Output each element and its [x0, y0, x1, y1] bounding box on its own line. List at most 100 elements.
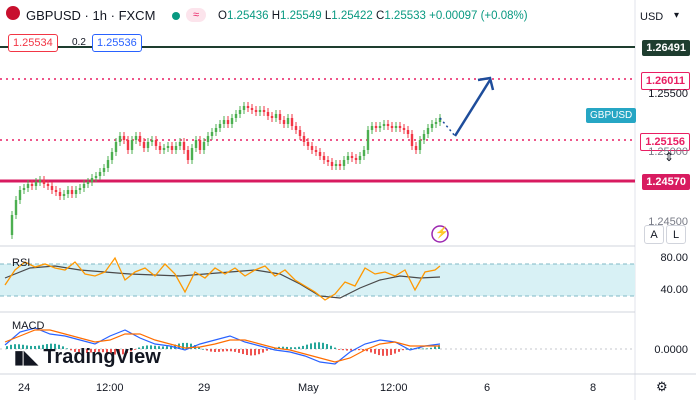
- macd-histogram-bar: [62, 346, 64, 349]
- rsi-label[interactable]: RSI: [12, 257, 31, 269]
- rsi-ma-line: [4, 265, 441, 299]
- macd-histogram-bar: [58, 344, 60, 349]
- candle-body: [258, 110, 262, 112]
- projection-arrowhead: [477, 76, 495, 91]
- log-scale-button[interactable]: L: [666, 225, 686, 244]
- candle-body: [210, 132, 214, 136]
- buy-price-button[interactable]: 1.25536: [92, 34, 142, 52]
- macd-histogram-bar: [362, 349, 364, 351]
- macd-histogram-bar: [370, 349, 372, 353]
- rsi-line: [4, 256, 441, 301]
- candle-body: [302, 136, 306, 142]
- candle-body: [306, 142, 310, 146]
- auto-scale-button[interactable]: A: [644, 225, 664, 244]
- macd-signal-line: [4, 329, 440, 363]
- macd-histogram-bar: [418, 348, 420, 350]
- candle-body: [242, 106, 246, 110]
- resistance-price-tag: 1.26491: [642, 40, 690, 56]
- candle-body: [190, 148, 194, 160]
- macd-histogram-bar: [70, 349, 72, 351]
- candle-body: [422, 134, 426, 140]
- time-label: 12:00: [380, 382, 408, 394]
- candle-body: [322, 156, 326, 160]
- macd-histogram-bar: [186, 342, 188, 349]
- candle-body: [94, 176, 98, 178]
- approx-icon[interactable]: ≈: [186, 8, 206, 22]
- candle-body: [386, 124, 390, 126]
- price-tick-1: 1.25500: [648, 88, 688, 100]
- candle-body: [98, 172, 102, 176]
- macd-histogram-bar: [202, 348, 204, 350]
- macd-histogram-bar: [390, 349, 392, 355]
- candle-body: [38, 180, 42, 182]
- macd-histogram-bar: [346, 349, 348, 351]
- macd-histogram-bar: [18, 344, 20, 349]
- macd-histogram-bar: [262, 349, 264, 353]
- macd-histogram-bar: [430, 347, 432, 349]
- time-label: 29: [198, 382, 211, 394]
- time-label: 6: [484, 382, 491, 394]
- projection-dotted-path: [439, 117, 456, 137]
- settings-gear-icon[interactable]: ⚙: [656, 379, 668, 394]
- candle-body: [146, 142, 150, 148]
- candle-body: [170, 146, 174, 150]
- rsi-lower-value: 40.00: [660, 284, 688, 296]
- candle-body: [366, 130, 370, 150]
- macd-label[interactable]: MACD: [12, 320, 45, 332]
- candle-body: [106, 160, 110, 168]
- macd-histogram-bar: [234, 349, 236, 352]
- candle-body: [14, 200, 18, 215]
- projection-arrow-line: [453, 79, 492, 137]
- macd-histogram-bar: [74, 349, 76, 352]
- macd-histogram-bar: [86, 349, 88, 354]
- symbol-price-badge: GBPUSD: [586, 108, 637, 123]
- candle-body: [394, 126, 398, 128]
- candle-body: [130, 140, 134, 150]
- candle-body: [382, 124, 386, 126]
- macd-histogram-bar: [118, 349, 120, 355]
- candle-body: [314, 150, 318, 152]
- macd-histogram-bar: [342, 349, 344, 351]
- symbol-title[interactable]: GBPUSD · 1h · FXCM: [26, 8, 156, 23]
- candle-body: [178, 142, 182, 146]
- currency-label: USD: [640, 11, 664, 23]
- candle-body: [182, 142, 186, 150]
- macd-histogram-bar: [22, 344, 24, 349]
- macd-histogram-bar: [310, 343, 312, 349]
- candle-body: [270, 116, 274, 118]
- macd-histogram-bar: [314, 342, 316, 349]
- macd-histogram-bar: [278, 346, 280, 349]
- candle-body: [114, 142, 118, 152]
- macd-histogram-bar: [190, 343, 192, 349]
- macd-histogram-bar: [254, 349, 256, 356]
- sell-price-button[interactable]: 1.25534: [8, 34, 58, 52]
- macd-histogram-bar: [134, 349, 136, 350]
- lightning-icon[interactable]: ⚡: [435, 227, 449, 239]
- candle-body: [318, 152, 322, 156]
- tradingview-logo[interactable]: ▮◣ TradingView: [14, 346, 161, 368]
- candle-body: [338, 164, 342, 166]
- macd-histogram-bar: [374, 349, 376, 354]
- candle-body: [298, 130, 302, 136]
- candle-body: [278, 114, 282, 120]
- macd-histogram-bar: [334, 347, 336, 349]
- macd-histogram-bar: [378, 349, 380, 356]
- macd-histogram-bar: [406, 348, 408, 350]
- macd-histogram-bar: [290, 347, 292, 349]
- candle-body: [282, 120, 286, 124]
- macd-histogram-bar: [350, 349, 352, 351]
- interval-label: 1h: [92, 8, 107, 23]
- candle-body: [122, 136, 126, 140]
- target-price-tag: 1.26011: [640, 72, 690, 90]
- market-open-dot-icon: [172, 12, 180, 20]
- currency-dropdown-icon[interactable]: ▾: [674, 10, 680, 21]
- macd-histogram-bar: [398, 349, 400, 352]
- macd-histogram-bar: [166, 346, 168, 349]
- candle-body: [150, 140, 154, 142]
- flash-circle: [431, 225, 449, 243]
- candle-body: [438, 118, 442, 122]
- candle-body: [410, 134, 414, 146]
- macd-histogram-bar: [366, 349, 368, 352]
- macd-histogram-bar: [238, 349, 240, 353]
